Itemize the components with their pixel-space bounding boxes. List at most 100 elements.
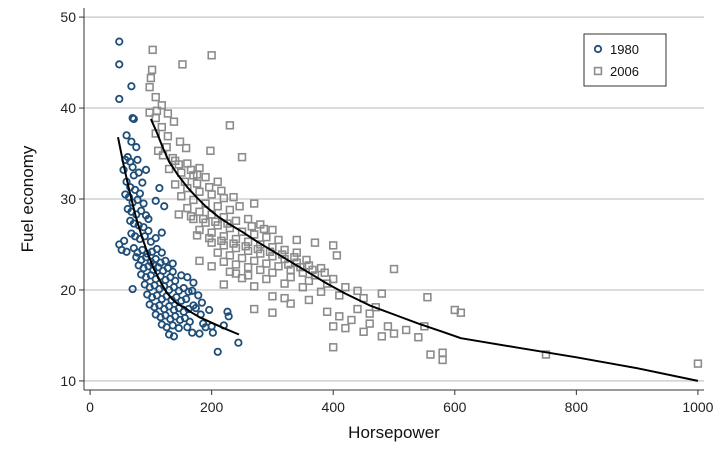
point-2006-37	[213, 202, 222, 211]
point-2006-65	[207, 238, 216, 247]
point-2006-164	[332, 251, 342, 260]
point-1980-28	[137, 206, 146, 215]
point-2006-87	[243, 263, 253, 272]
point-2006-93	[341, 283, 350, 292]
point-2006-158	[290, 253, 299, 262]
point-1980-130	[205, 305, 214, 315]
point-2006-80	[274, 262, 283, 271]
point-2006-77	[237, 253, 247, 263]
point-2006-139	[205, 182, 214, 192]
point-1980-129	[224, 312, 233, 321]
point-1980-96	[182, 294, 191, 304]
point-2006-99	[316, 287, 326, 296]
point-2006-145	[198, 214, 208, 224]
tick-label-y-30: 30	[60, 191, 76, 207]
point-2006-110	[347, 315, 356, 325]
point-1980-5	[129, 114, 138, 124]
trend-line-1980	[117, 137, 240, 336]
point-2006-126	[438, 355, 447, 365]
point-2006-52	[237, 227, 247, 236]
point-2006-105	[268, 308, 277, 317]
point-2006-151	[205, 233, 214, 243]
tick-label-x-600: 600	[443, 399, 467, 415]
point-2006-144	[186, 212, 196, 221]
point-2006-5	[145, 82, 154, 92]
point-2006-91	[304, 276, 314, 286]
point-1980-3	[127, 82, 136, 91]
point-1980-6	[122, 131, 131, 140]
point-1980-8	[132, 143, 141, 152]
tick-label-y-50: 50	[60, 9, 76, 25]
point-2006-55	[274, 235, 283, 245]
point-1980-121	[169, 332, 179, 341]
point-2006-10	[163, 109, 173, 118]
point-2006-149	[259, 224, 269, 234]
point-2006-141	[229, 192, 238, 202]
point-2006-135	[186, 165, 196, 175]
point-2006-27	[201, 172, 210, 182]
point-2006-1	[207, 51, 216, 60]
point-2006-79	[262, 259, 271, 268]
point-1980-140	[168, 259, 177, 268]
point-2006-122	[426, 350, 435, 359]
point-1980-40	[151, 234, 160, 243]
point-2006-155	[253, 244, 263, 254]
point-2006-142	[235, 202, 244, 211]
y-axis-title: Fuel economy	[18, 145, 37, 252]
point-2006-53	[249, 230, 259, 239]
point-2006-176	[249, 282, 259, 291]
point-2006-16	[175, 137, 185, 146]
point-2006-147	[223, 219, 232, 228]
point-2006-38	[225, 205, 235, 215]
point-1980-21	[124, 193, 134, 202]
tick-label-x-0: 0	[86, 399, 94, 415]
point-2006-12	[157, 122, 167, 132]
tick-label-y-10: 10	[60, 373, 76, 389]
point-2006-31	[195, 187, 204, 196]
point-2006-6	[151, 92, 160, 102]
trend-line-2006	[149, 118, 699, 382]
point-2006-29	[170, 180, 180, 189]
point-2006-28	[213, 177, 222, 186]
point-2006-165	[329, 241, 338, 250]
point-2006-26	[177, 168, 186, 177]
point-2006-63	[280, 245, 289, 255]
point-1980-136	[197, 298, 207, 307]
point-2006-159	[302, 255, 311, 265]
point-2006-148	[247, 222, 256, 231]
point-2006-25	[164, 164, 174, 174]
point-2006-78	[249, 256, 259, 266]
point-2006-104	[249, 304, 259, 314]
point-2006-69	[256, 249, 265, 258]
point-2006-113	[401, 325, 411, 335]
point-2006-131	[153, 146, 163, 155]
point-2006-44	[231, 216, 241, 226]
point-2006-146	[211, 217, 220, 226]
point-2006-128	[541, 350, 551, 359]
point-2006-138	[192, 179, 202, 188]
point-2006-47	[268, 225, 277, 235]
point-2006-17	[181, 143, 191, 153]
point-2006-129	[693, 359, 703, 368]
point-1980-147	[141, 165, 151, 174]
point-2006-75	[213, 248, 222, 257]
point-2006-34	[177, 192, 186, 201]
point-2006-172	[219, 280, 229, 289]
point-1980-15	[134, 168, 143, 177]
point-2006-89	[268, 268, 277, 277]
point-2006-4	[146, 73, 156, 83]
point-1980-23	[133, 195, 142, 205]
point-2006-3	[147, 65, 157, 75]
point-1980-128	[223, 307, 232, 316]
point-2006-67	[231, 243, 241, 253]
point-2006-171	[237, 273, 247, 283]
point-2006-134	[174, 160, 184, 169]
trend-lines	[117, 118, 699, 382]
point-2006-35	[189, 195, 198, 205]
point-2006-162	[308, 265, 317, 275]
point-2006-163	[320, 268, 329, 277]
point-2006-85	[219, 257, 229, 266]
point-2006-103	[389, 264, 399, 274]
point-2006-18	[206, 146, 215, 155]
point-2006-92	[322, 279, 332, 288]
